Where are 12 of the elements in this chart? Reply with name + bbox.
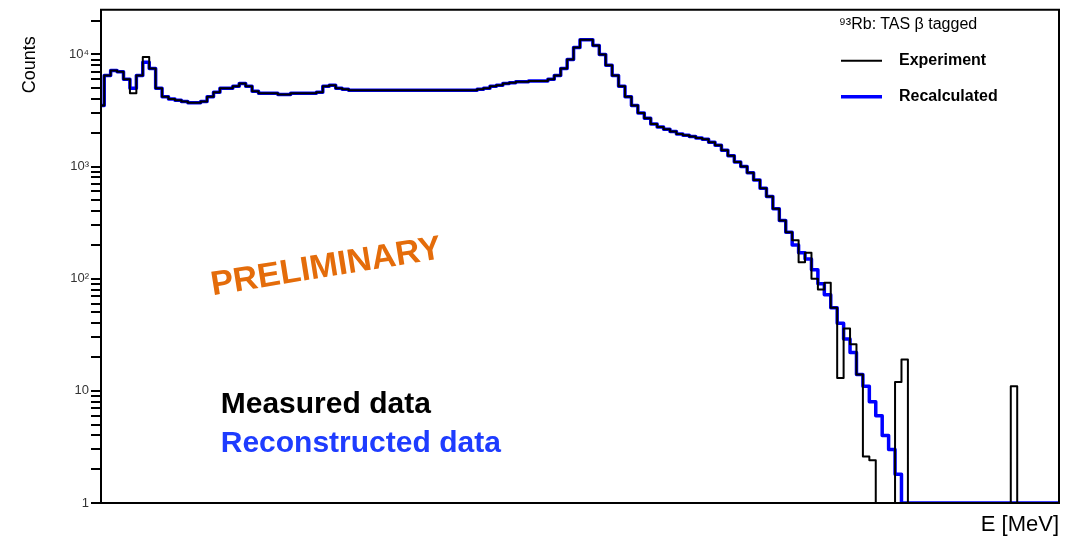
y-tick-label: 10 <box>74 382 89 398</box>
y-tick-label: 1 <box>81 494 89 510</box>
x-axis-title: E [MeV] <box>980 511 1059 537</box>
y-axis-title: Counts <box>18 36 39 94</box>
y-tick-label: 10⁴ <box>68 46 89 61</box>
y-tick-label: 10³ <box>70 158 90 174</box>
annotation: Reconstructed data <box>220 425 502 459</box>
legend-label: Experiment <box>899 51 987 69</box>
legend-title: ⁹³Rb: TAS β tagged <box>839 15 978 33</box>
y-tick-label: 10² <box>70 270 90 286</box>
annotation: Measured data <box>220 385 432 419</box>
legend-label: Recalculated <box>899 87 998 105</box>
